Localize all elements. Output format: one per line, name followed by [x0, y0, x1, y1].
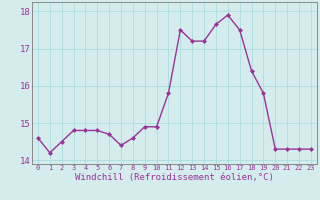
X-axis label: Windchill (Refroidissement éolien,°C): Windchill (Refroidissement éolien,°C)	[75, 173, 274, 182]
